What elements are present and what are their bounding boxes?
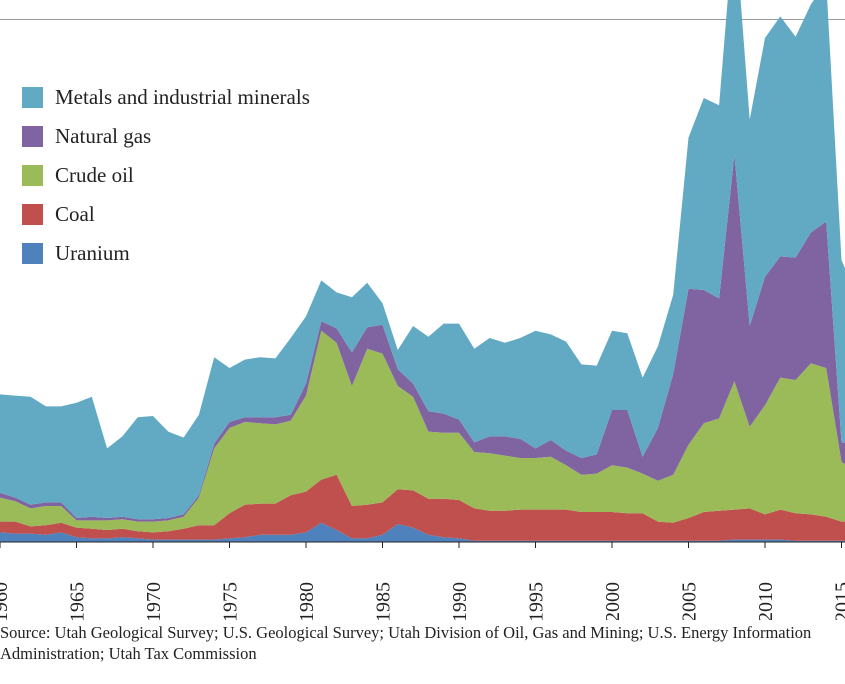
- x-tick-label-2015: 2015: [832, 582, 845, 620]
- source-line-2: Administration; Utah Tax Commission: [0, 644, 257, 663]
- x-tick-label-2010: 2010: [755, 582, 777, 620]
- legend-label-crude-oil: Crude oil: [55, 163, 134, 187]
- legend-swatch-crude-oil: [22, 165, 43, 186]
- legend-item-uranium: Uranium: [22, 234, 310, 273]
- legend-label-uranium: Uranium: [55, 241, 130, 265]
- legend-item-coal: Coal: [22, 195, 310, 234]
- x-tick-label-1975: 1975: [220, 582, 242, 620]
- area-layers: [0, 0, 845, 542]
- area-natural-gas: [0, 154, 845, 522]
- legend-item-metals: Metals and industrial minerals: [22, 78, 310, 117]
- source-note: Source: Utah Geological Survey; U.S. Geo…: [0, 622, 845, 664]
- legend-label-metals: Metals and industrial minerals: [55, 85, 310, 109]
- legend-swatch-uranium: [22, 243, 43, 264]
- legend-swatch-metals: [22, 87, 43, 108]
- legend-label-natural-gas: Natural gas: [55, 124, 152, 148]
- x-tick-label-1990: 1990: [449, 582, 471, 620]
- x-axis-ticks: 1960 1965 1970 1975 1980 1985 1990 1995 2000 2005…: [0, 542, 845, 620]
- source-line-1: Source: Utah Geological Survey; U.S. Geo…: [0, 623, 812, 642]
- stacked-area-chart: 1960 1965 1970 1975 1980 1985 1990 1995 2000 2005…: [0, 0, 845, 620]
- x-tick-label-1980: 1980: [296, 582, 318, 620]
- area-metals-and-industrial-minerals: [0, 0, 845, 520]
- area-uranium: [0, 522, 845, 542]
- x-tick-label-1985: 1985: [373, 582, 395, 620]
- x-tick-label-2005: 2005: [679, 582, 701, 620]
- area-coal: [0, 474, 845, 541]
- legend-swatch-coal: [22, 204, 43, 225]
- x-tick-label-1960: 1960: [0, 582, 12, 620]
- x-tick-label-1995: 1995: [526, 582, 548, 620]
- legend-swatch-natural-gas: [22, 126, 43, 147]
- legend: Metals and industrial minerals Natural g…: [22, 78, 310, 273]
- legend-label-coal: Coal: [55, 202, 95, 226]
- x-tick-label-1970: 1970: [143, 582, 165, 620]
- legend-item-crude-oil: Crude oil: [22, 156, 310, 195]
- x-tick-label-1965: 1965: [67, 582, 89, 620]
- legend-item-natural-gas: Natural gas: [22, 117, 310, 156]
- x-tick-label-2000: 2000: [602, 582, 624, 620]
- area-crude-oil: [0, 330, 845, 533]
